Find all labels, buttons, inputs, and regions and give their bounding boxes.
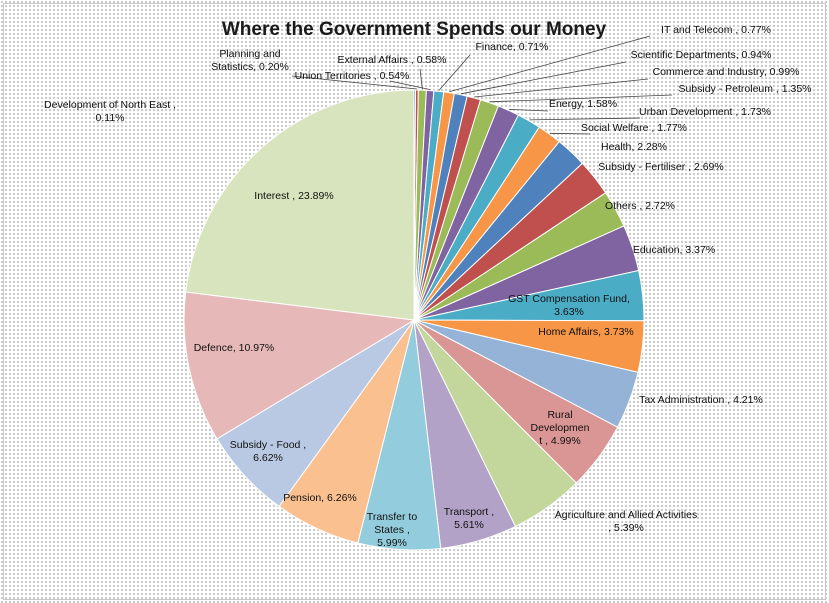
leader-line (529, 117, 641, 121)
leader-line (449, 35, 651, 93)
data-label: Home Affairs, 3.73% (538, 326, 634, 338)
leader-line (474, 78, 649, 98)
data-label: Interest , 23.89% (254, 190, 333, 202)
data-label: Transport , 5.61% (444, 506, 494, 531)
data-label: Health, 2.28% (601, 141, 667, 153)
data-label: Agriculture and Allied Activities, 5.39% (555, 509, 697, 534)
leader-line (438, 54, 471, 91)
data-label: External Affairs , 0.58% (338, 54, 447, 66)
data-label: IT and Telecom , 0.77% (661, 24, 771, 36)
data-label: Transfer to States , 5.99% (367, 511, 418, 549)
data-label: Social Welfare , 1.77% (581, 122, 687, 134)
data-label: Pension, 6.26% (283, 492, 357, 504)
data-label: GST Compensation Fund, 3.63% (508, 293, 630, 318)
leader-line (291, 75, 417, 90)
pie-slice-defence (183, 291, 416, 440)
data-label: Subsidy - Food , 6.62% (230, 439, 306, 464)
pie-slice-interest (185, 89, 415, 321)
data-label: Education, 3.37% (633, 244, 715, 256)
data-label: Subsidy - Petroleum , 1.35% (678, 83, 811, 95)
data-label: Others , 2.72% (605, 200, 675, 212)
leader-line (389, 80, 431, 90)
data-label: Finance, 0.71% (476, 41, 549, 53)
leader-line (508, 109, 549, 112)
leader-line (489, 94, 673, 103)
data-label: Scientific Departments, 0.94% (631, 49, 772, 61)
data-label: Commerce and Industry, 0.99% (653, 66, 800, 78)
data-label: Energy, 1.58% (549, 98, 617, 110)
chart-frame (3, 3, 826, 600)
data-label: Urban Development , 1.73% (639, 106, 771, 118)
data-label: Rural Developmen t , 4.99% (531, 409, 590, 447)
data-label: Defence, 10.97% (194, 342, 275, 354)
data-label: Planning and Statistics, 0.20% (211, 48, 289, 73)
data-label: Tax Administration , 4.21% (639, 394, 763, 406)
leader-line (549, 132, 591, 135)
leader-line (460, 61, 627, 95)
data-label: Subsidy - Fertiliser , 2.69% (598, 161, 723, 173)
chart-title: Where the Government Spends our Money (222, 19, 607, 40)
data-label: Union Territories , 0.54% (295, 70, 410, 82)
leader-line (419, 68, 423, 90)
data-label: Development of North East , 0.11% (44, 99, 176, 124)
